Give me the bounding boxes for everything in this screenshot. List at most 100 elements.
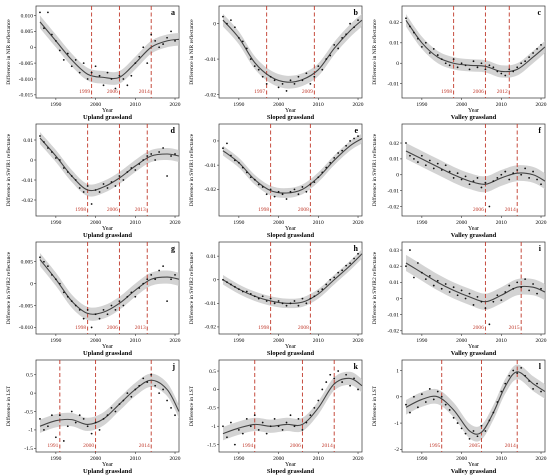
panel-i-xtick-label: 2010 <box>496 338 507 344</box>
panel-e-point-14 <box>277 190 280 193</box>
panel-g-ytick-label: 0.005 <box>21 260 34 266</box>
panel-a-confidence-band <box>39 15 179 85</box>
panel-b-point-1 <box>226 22 228 25</box>
panel-j-xtick-label: 2020 <box>170 456 181 462</box>
panel-k-point-9 <box>257 429 260 431</box>
panel-e-point-10 <box>261 186 264 188</box>
panel-d-frame <box>35 123 180 217</box>
panel-a-xtick-label: 2010 <box>130 102 141 108</box>
panel-a-ytick-label: -0.015 <box>19 93 33 99</box>
panel-c-point-0 <box>405 17 407 20</box>
panel-k-point-19 <box>297 417 300 420</box>
panel-g-point-15 <box>98 317 101 320</box>
panel-a-ytick-label: 0.010 <box>21 13 34 19</box>
panel-k-ytick-label: -1 <box>211 424 216 430</box>
panel-i-xtick-label: 1990 <box>416 338 427 344</box>
panel-a-point-9 <box>74 59 77 61</box>
panel-h-point-6 <box>245 290 248 293</box>
panel-j-frame <box>35 359 180 453</box>
panel-a-title: Upland grassland <box>83 114 132 121</box>
panel-a-point-21 <box>122 78 125 80</box>
panel-d-point-18 <box>110 181 113 183</box>
panel-k-point-6 <box>245 417 248 420</box>
panel-b-point-9 <box>257 68 260 71</box>
panel-k-ytick-label: -0.5 <box>207 406 216 412</box>
panel-g-point-29 <box>154 278 157 281</box>
panel-f-point-8 <box>436 162 439 165</box>
panel-j-point-25 <box>138 384 141 387</box>
panel-e-point-12 <box>269 188 272 191</box>
panel-e-point-34 <box>357 135 359 138</box>
panel-j-point-34 <box>174 414 176 417</box>
panel-k-point-20 <box>301 429 304 431</box>
panel-k-point-5 <box>241 432 244 435</box>
panel-d-point-14 <box>94 189 97 191</box>
panel-a-point-30 <box>158 46 161 49</box>
panel-k-point-4 <box>237 429 240 431</box>
panel-k-xtick-label: 2000 <box>273 456 284 462</box>
panel-e-point-7 <box>249 176 252 179</box>
panel-i-point-4 <box>420 271 423 274</box>
panel-i-confidence-band <box>405 254 545 310</box>
panel-e-point-23 <box>313 181 316 184</box>
panel-b-breakpoint-label-1997: 1997 <box>254 89 265 95</box>
panel-i-point-23 <box>496 294 499 297</box>
panel-d-point-11 <box>82 191 85 193</box>
panel-d-xtick-label: 2000 <box>90 220 101 226</box>
panel-f-xtick-label: 2020 <box>536 220 547 226</box>
panel-g-point-17 <box>106 313 109 316</box>
panel-h-point-10 <box>261 295 264 298</box>
panel-j-point-16 <box>102 417 105 420</box>
panel-b-point-28 <box>333 44 336 46</box>
panel-l-breakpoint-label-2014: 2014 <box>505 443 516 449</box>
panel-i-point-2 <box>413 276 415 279</box>
panel-k-fit-line <box>222 377 363 435</box>
panel-c-ytick-label: 0.02 <box>389 20 399 26</box>
panel-l-point-4 <box>420 393 423 396</box>
panel-c-breakpoint-label-1998: 1998 <box>441 89 452 95</box>
panel-h-confidence-band <box>222 249 362 309</box>
panel-f-breakpoint-label-2014: 2014 <box>505 207 516 213</box>
panel-f-point-22 <box>492 180 495 183</box>
panel-k-point-29 <box>337 370 340 372</box>
panel-d-point-23 <box>130 167 133 169</box>
panel-b-point-31 <box>345 33 348 36</box>
panel-j-point-28 <box>150 373 153 376</box>
panel-i-title: Valley grassland <box>451 350 497 357</box>
panel-a-point-12 <box>86 78 89 80</box>
panel-l: 1995 2005 2014 1990 2000 2010 2020 1 0 -1 -2 YearVa… <box>371 359 547 475</box>
panel-k-xtick-label: 1990 <box>233 456 244 462</box>
panel-d-ytick-label: 0.01 <box>23 138 33 144</box>
panel-e-fit-line <box>222 138 363 194</box>
panel-h-breakpoint-label-2008: 2008 <box>298 325 309 331</box>
panel-h-y-axis-label: Difference in SWIR2 reflectance <box>188 251 195 324</box>
panel-a-y-axis-label: Difference in NIR reflectance <box>5 19 12 85</box>
panel-k-point-23 <box>313 406 316 409</box>
panel-l-point-6 <box>428 388 431 390</box>
panel-c-ytick-label: -0.01 <box>388 81 400 87</box>
panel-e-ytick-label: -0.01 <box>205 163 217 169</box>
panel-f-ytick-label: -0.01 <box>388 188 400 194</box>
panel-c-point-34 <box>540 43 542 46</box>
panel-j-ytick-label: -0.5 <box>24 409 33 415</box>
panel-e-y-axis-label: Difference in SWIR1 reflectance <box>188 133 195 206</box>
panel-g-frame <box>35 241 180 335</box>
panel-i-point-7 <box>432 284 435 287</box>
panel-j-letter: j <box>171 362 175 371</box>
panel-j-point-18 <box>110 406 113 409</box>
panel-i-point-14 <box>460 289 463 292</box>
panel-a-x-axis-label: Year <box>102 108 113 114</box>
panel-h-xtick-label: 1990 <box>233 338 244 344</box>
panel-e-point-1 <box>226 142 228 145</box>
panel-c-point-9 <box>440 58 443 61</box>
panel-c-point-11 <box>448 64 451 67</box>
panel-c-point-18 <box>476 66 479 69</box>
panel-d-ytick-label: -0.02 <box>22 198 34 204</box>
panel-j-point-0 <box>39 417 41 420</box>
panel-h-letter: h <box>354 244 359 253</box>
panel-j-point-10 <box>78 414 81 417</box>
panel-d-confidence-band <box>39 132 179 197</box>
panel-k-point-10 <box>261 421 264 424</box>
panel-e-point-11 <box>265 193 268 196</box>
